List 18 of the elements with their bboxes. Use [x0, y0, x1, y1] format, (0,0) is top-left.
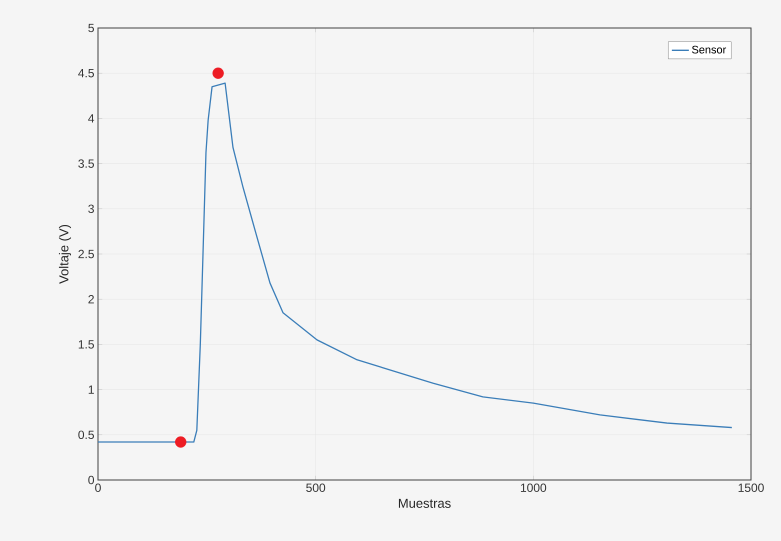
y-axis-title: Voltaje (V): [58, 224, 72, 284]
y-tick-label: 2.5: [78, 250, 94, 258]
y-tick-label: 1: [88, 385, 94, 394]
x-tick-label: 500: [306, 484, 326, 492]
x-tick-label: 1500: [738, 484, 764, 492]
x-tick-label: 0: [95, 484, 101, 492]
y-tick-label: 1.5: [78, 340, 94, 349]
y-tick-label: 2: [88, 295, 94, 304]
y-tick-label: 4.5: [78, 69, 94, 78]
x-axis-title: Muestras: [398, 498, 451, 508]
y-tick-label: 3.5: [78, 159, 94, 168]
y-tick-label: 3: [88, 204, 94, 214]
y-tick-label: 5: [88, 24, 94, 32]
legend-label: Sensor: [692, 46, 726, 54]
y-tick-label: 0.5: [78, 430, 94, 440]
y-tick-label: 4: [88, 114, 94, 123]
x-tick-label: 1000: [520, 484, 546, 492]
y-tick-label: 0: [88, 476, 94, 484]
